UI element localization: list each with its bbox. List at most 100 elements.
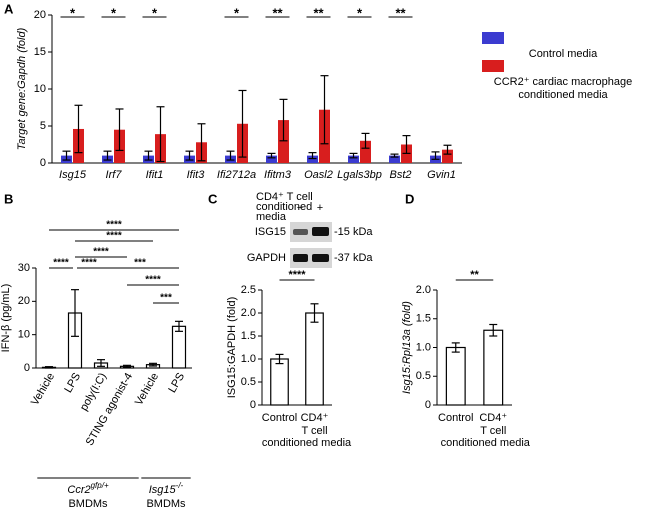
y-tick-label: 15 (34, 46, 46, 58)
panel-label: D (405, 191, 414, 206)
x-tick-label: Bst2 (389, 169, 411, 181)
blot-band (312, 227, 329, 236)
group-superscript: -/- (176, 481, 184, 490)
group-genotype: Isg15-/- (149, 481, 184, 496)
error-bar (308, 152, 317, 160)
error-bar (451, 342, 460, 353)
error-bar (238, 89, 247, 158)
y-tick-label: 10 (34, 83, 46, 95)
significance-label: ** (313, 5, 324, 20)
bar (360, 140, 371, 163)
comparison-label: **** (106, 231, 122, 242)
x-tick-label: Vehicle (29, 371, 57, 408)
bar (442, 149, 453, 163)
error-bar (103, 150, 112, 161)
legend-label: CCR2⁺ cardiac macrophage conditioned med… (493, 76, 633, 101)
x-tick-label: CD4⁺ (301, 412, 329, 424)
error-bar (310, 303, 319, 323)
y-tick-label: 20 (34, 9, 46, 21)
error-bar (62, 150, 71, 161)
comparison-label: **** (53, 258, 69, 269)
y-tick-label: 0.5 (416, 370, 431, 382)
bar (278, 120, 289, 163)
comparison-label: ** (470, 269, 479, 281)
error-bar (197, 123, 206, 162)
legend-swatch (482, 60, 504, 72)
group-gene: Ccr2 (67, 484, 90, 496)
x-tick-label: Control (262, 412, 297, 424)
y-axis-label: Target gene:Gapdh (fold) (16, 27, 28, 150)
x-axis-label: conditioned media (441, 437, 531, 449)
comparison-label: **** (288, 269, 306, 281)
y-tick-label: 0 (40, 157, 46, 169)
x-tick-label: LPS (166, 371, 187, 395)
error-bar (71, 289, 79, 337)
group-gene: Isg15 (149, 484, 177, 496)
y-tick-label: 0.5 (241, 376, 256, 388)
bar (483, 329, 504, 406)
error-bar (402, 135, 411, 154)
x-tick-label: LPS (62, 371, 83, 395)
x-tick-label: Ifitm3 (264, 169, 292, 181)
error-bar (267, 152, 276, 159)
error-bar (320, 75, 329, 145)
error-bar (431, 151, 440, 160)
error-bar (115, 108, 124, 152)
x-tick-label: Irf7 (106, 169, 123, 181)
x-axis-label: T cell (480, 425, 506, 437)
comparison-label: **** (145, 275, 161, 286)
y-tick-label: 1.0 (241, 353, 256, 365)
y-axis-label: Isg15:Rpl13a (fold) (401, 301, 413, 394)
error-bar (45, 366, 53, 369)
significance-label: * (70, 5, 76, 20)
y-tick-label: 1.5 (416, 313, 431, 325)
x-axis-label: conditioned media (262, 437, 352, 449)
blot-band (312, 254, 329, 262)
significance-label: * (357, 5, 363, 20)
y-tick-label: 1.0 (416, 341, 431, 353)
blot-lane: − (297, 202, 303, 214)
x-axis-label: T cell (301, 425, 327, 437)
y-tick-label: 2.0 (416, 284, 431, 296)
error-bar (149, 362, 157, 367)
y-tick-label: 2.5 (241, 284, 256, 296)
error-bar (275, 353, 284, 365)
blot-header: conditioned (256, 201, 312, 213)
blot-band (293, 254, 308, 262)
y-tick-label: 5 (40, 120, 46, 132)
bar (305, 312, 324, 406)
bar (266, 155, 277, 163)
panel-label: C (208, 191, 218, 206)
error-bar (185, 150, 194, 161)
error-bar (390, 153, 399, 158)
comparison-label: *** (134, 258, 146, 269)
y-tick-label: 20 (18, 295, 30, 307)
comparison-label: **** (81, 258, 97, 269)
error-bar (361, 132, 370, 149)
group-genotype: Ccr2gfp/+ (67, 481, 109, 496)
comparison-label: *** (160, 293, 172, 304)
y-tick-label: 30 (18, 262, 30, 274)
blot-lane: + (317, 202, 323, 214)
blot-band-size: -37 kDa (334, 252, 373, 264)
bar (389, 155, 400, 163)
error-bar (489, 323, 498, 337)
blot (290, 222, 332, 268)
legend-swatch (482, 32, 504, 44)
blot-panel (290, 248, 332, 268)
error-bar (123, 364, 131, 368)
bar (171, 325, 187, 369)
error-bar (156, 106, 165, 163)
bar (445, 346, 466, 406)
error-bar (349, 152, 358, 159)
panel-label: A (4, 1, 14, 16)
blot-header: media (256, 211, 287, 223)
error-bar (74, 104, 83, 154)
significance-label: * (234, 5, 240, 20)
x-tick-label: Gvin1 (427, 169, 456, 181)
x-tick-label: Vehicle (133, 371, 161, 408)
blot-band (293, 229, 308, 235)
x-tick-label: Control (438, 412, 473, 424)
error-bar (97, 359, 105, 367)
